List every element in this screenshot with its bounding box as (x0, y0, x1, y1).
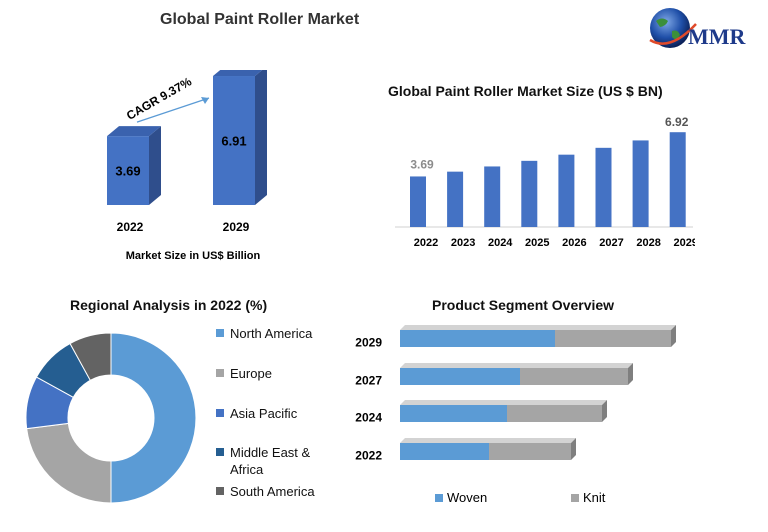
bar-top (213, 70, 263, 77)
legend-label: Europe (230, 366, 272, 381)
tick-label: 2029 (223, 220, 250, 234)
legend-item: North America (216, 325, 336, 342)
bar (632, 140, 649, 227)
bar-side (671, 325, 676, 347)
tick-label: 2029 (673, 237, 695, 249)
bar-side (149, 126, 161, 205)
bar-segment (489, 443, 571, 460)
legend-label: North America (230, 326, 313, 341)
cagr-arrow (136, 97, 210, 123)
market-size-title: Global Paint Roller Market Size (US $ BN… (388, 83, 663, 99)
legend-label: South America (230, 484, 315, 499)
bar-segment (400, 405, 507, 422)
bar (558, 154, 575, 227)
bar-top (400, 363, 633, 368)
bar (484, 166, 501, 227)
bar (447, 171, 464, 227)
axis-label: Market Size in US$ Billion (126, 250, 261, 262)
legend-label: Woven (447, 490, 487, 505)
legend-swatch (216, 448, 224, 456)
legend-label: Middle East & Africa (230, 445, 311, 477)
bar-segment (507, 405, 602, 422)
bar-segment (520, 368, 628, 385)
tick-label: 2025 (525, 237, 549, 249)
legend-label: Knit (583, 490, 606, 505)
tick-label: 2029 (355, 336, 382, 350)
regional-donut-chart (25, 332, 197, 504)
bar-value-label: 6.91 (221, 134, 246, 149)
bar-top (400, 438, 576, 443)
legend-item: Asia Pacific (216, 405, 336, 422)
bar-top (400, 325, 676, 330)
tick-label: 2022 (117, 220, 144, 234)
bar (669, 132, 686, 227)
logo-text: MMR (688, 24, 746, 49)
bar-side (602, 400, 607, 422)
globe-icon (649, 8, 697, 48)
segment-chart: 2029 2027 2024 2022 Woven Knit (355, 325, 676, 505)
bar-segment (555, 330, 671, 347)
tick-label: 2027 (599, 237, 623, 249)
legend-item: South America (216, 483, 336, 500)
tick-label: 2024 (488, 237, 513, 249)
regional-title: Regional Analysis in 2022 (%) (70, 297, 268, 313)
pie-slice (69, 332, 112, 381)
tick-label: 2027 (355, 374, 382, 388)
legend-swatch (571, 494, 579, 502)
page-title: Global Paint Roller Market (160, 11, 360, 28)
bar-value-label: 3.69 (115, 164, 140, 179)
legend-swatch (216, 487, 224, 495)
cagr-arrow-head (201, 97, 209, 105)
legend-swatch (216, 409, 224, 417)
bar (213, 76, 255, 205)
tick-label: 2022 (414, 237, 438, 249)
bar-segment (400, 443, 489, 460)
legend-swatch (216, 329, 224, 337)
segment-title: Product Segment Overview (432, 297, 615, 313)
legend-item: Europe (216, 365, 336, 382)
bar-side (571, 438, 576, 460)
cagr-chart: 3.69 2022 6.91 2029 CAGR 9.37% Market Size in… (107, 70, 267, 262)
bar (410, 176, 426, 227)
bar-top (107, 126, 161, 137)
tick-label: 2026 (562, 237, 586, 249)
pie-slice (26, 422, 112, 504)
bar-top (400, 400, 607, 405)
tick-label: 2024 (355, 411, 382, 425)
legend-swatch (435, 494, 443, 502)
bar (521, 160, 538, 227)
bar-segment (400, 368, 520, 385)
tick-label: 2028 (636, 237, 660, 249)
data-label: 3.69 (410, 157, 434, 171)
tick-label: 2022 (355, 449, 382, 463)
pie-slice (110, 332, 197, 504)
logo: MMR (646, 4, 756, 54)
bar (107, 136, 149, 205)
legend-label: Asia Pacific (230, 406, 298, 421)
cagr-annotation: CAGR 9.37% (124, 74, 194, 123)
data-label: 6.92 (665, 115, 689, 129)
legend-item: Middle East & Africa (216, 444, 336, 478)
bar (595, 147, 612, 227)
market-size-chart: 2022 3.69 2023 2024 2025 2026 2027 2028 2029 6.92 (395, 115, 695, 249)
bar-segment (400, 330, 555, 347)
bar-side (628, 363, 633, 385)
tick-label: 2023 (451, 237, 475, 249)
legend-swatch (216, 369, 224, 377)
bar-side (255, 70, 267, 205)
